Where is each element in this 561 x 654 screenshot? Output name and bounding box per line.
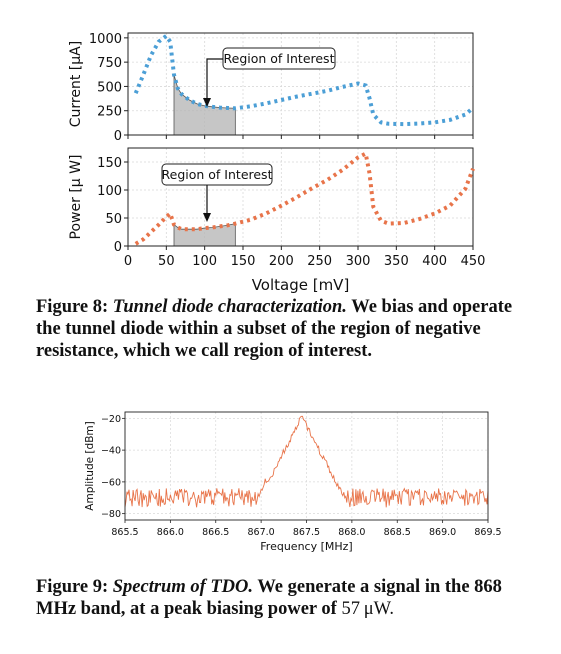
- series-line: [133, 33, 475, 127]
- x-tick-label: 50: [158, 254, 175, 269]
- y-tick-label: 250: [97, 105, 122, 120]
- x-tick-label: 867.5: [293, 527, 320, 538]
- figure9-label: Figure 9:: [36, 577, 109, 597]
- x-axis-label: Frequency [MHz]: [260, 540, 352, 553]
- region-of-interest-shade: [173, 74, 236, 136]
- y-tick-label: 0: [114, 240, 122, 255]
- x-tick-label: 869.0: [429, 527, 456, 538]
- x-tick-label: 869.5: [474, 527, 501, 538]
- x-tick-label: 300: [346, 254, 371, 269]
- spectrum-axes: −20 −40 −60 −80 865.5 866.0 866.5 867.0 867.5 868…: [84, 411, 502, 553]
- annotation-arrowhead: [203, 98, 211, 107]
- annotation-arrow: [206, 58, 223, 100]
- x-tick-label: 400: [422, 254, 447, 269]
- current-axes: 0 250 500 750 1000 Current [μA] Region of Inte…: [68, 32, 475, 144]
- x-tick-label: 450: [461, 254, 486, 269]
- y-axis-label: Power [μ W]: [68, 155, 84, 240]
- x-tick-label: 865.5: [111, 527, 138, 538]
- x-axis-label: Voltage [mV]: [252, 276, 350, 294]
- y-tick-label: 50: [105, 212, 122, 227]
- figure8-caption: Figure 8: Tunnel diode characterization.…: [36, 296, 536, 362]
- y-tick-label: 500: [97, 80, 122, 95]
- figure8-label: Figure 8:: [36, 297, 109, 317]
- annotation-arrowhead: [203, 213, 211, 222]
- y-tick-label: −40: [101, 446, 121, 457]
- y-tick-label: 0: [114, 129, 122, 144]
- axes-frame: [127, 32, 474, 136]
- x-tick-label: 250: [307, 254, 332, 269]
- x-tick-label: 867.0: [248, 527, 275, 538]
- y-tick-label: −60: [101, 477, 121, 488]
- x-tick-label: 150: [231, 254, 256, 269]
- figure9-value: 57: [341, 599, 360, 619]
- x-tick-label: 868.5: [384, 527, 411, 538]
- x-tick-label: 866.5: [202, 527, 229, 538]
- spectrum-line: [124, 415, 489, 508]
- figure9-caption: Figure 9: Spectrum of TDO. We generate a…: [36, 576, 536, 620]
- x-tick-label: 200: [269, 254, 294, 269]
- y-axis-label: Amplitude [dBm]: [84, 421, 96, 510]
- axes-frame: [127, 147, 474, 247]
- figure9-unit: μW.: [363, 599, 394, 619]
- y-tick-label: −20: [101, 414, 121, 425]
- figure9-title: Spectrum of TDO.: [112, 577, 254, 597]
- x-tick-label: 100: [192, 254, 217, 269]
- y-tick-label: 100: [97, 184, 122, 199]
- y-tick-label: −80: [101, 509, 121, 520]
- annotation-box: [161, 163, 273, 186]
- x-tick-label: 350: [384, 254, 409, 269]
- power-axes: 0 50 100 150 0 50 100 150 200 250 300 350 400 450 Powe…: [68, 147, 486, 294]
- figure9-chart: −20 −40 −60 −80 865.5 866.0 866.5 867.0 867.5 868…: [84, 411, 502, 553]
- x-tick-label: 866.0: [157, 527, 184, 538]
- annotation-text: Region of Interest: [162, 167, 273, 182]
- figure8-title: Tunnel diode characterization.: [112, 297, 347, 317]
- x-tick-label: 868.0: [338, 527, 365, 538]
- y-axis-label: Current [μA]: [68, 41, 84, 127]
- annotation-text: Region of Interest: [224, 51, 335, 66]
- y-tick-label: 150: [97, 156, 122, 171]
- y-tick-label: 750: [97, 56, 122, 71]
- x-tick-label: 0: [124, 254, 132, 269]
- figure8-text: We bias and operate the tunnel diode wit…: [36, 297, 513, 361]
- y-tick-label: 1000: [89, 32, 122, 47]
- region-of-interest-shade: [173, 223, 236, 247]
- figure9-text: We generate a signal in the 868 MHz band…: [36, 577, 502, 619]
